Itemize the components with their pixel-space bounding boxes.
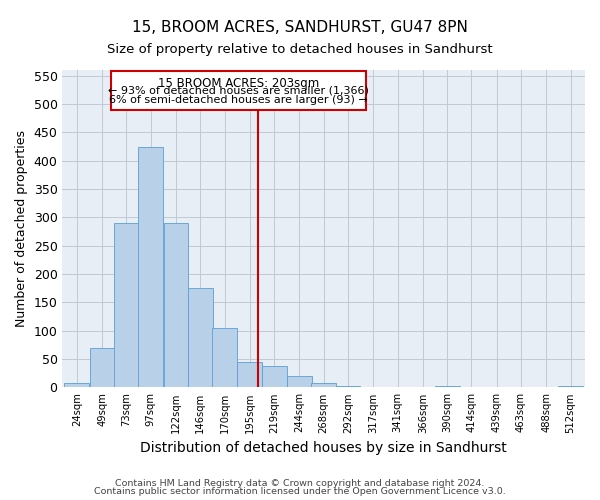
Text: 15 BROOM ACRES: 203sqm: 15 BROOM ACRES: 203sqm xyxy=(158,77,319,90)
Bar xyxy=(361,387,386,388)
Bar xyxy=(90,348,115,388)
Text: Contains HM Land Registry data © Crown copyright and database right 2024.: Contains HM Land Registry data © Crown c… xyxy=(115,478,485,488)
Bar xyxy=(558,386,583,388)
Bar xyxy=(64,383,89,388)
Bar xyxy=(311,384,336,388)
Text: 6% of semi-detached houses are larger (93) →: 6% of semi-detached houses are larger (9… xyxy=(109,95,368,105)
FancyBboxPatch shape xyxy=(111,71,366,110)
Text: 15, BROOM ACRES, SANDHURST, GU47 8PN: 15, BROOM ACRES, SANDHURST, GU47 8PN xyxy=(132,20,468,35)
Bar xyxy=(435,386,460,388)
Bar xyxy=(238,362,262,388)
Y-axis label: Number of detached properties: Number of detached properties xyxy=(15,130,28,327)
Bar xyxy=(335,386,361,388)
Bar xyxy=(287,376,312,388)
Bar xyxy=(262,366,287,388)
X-axis label: Distribution of detached houses by size in Sandhurst: Distribution of detached houses by size … xyxy=(140,441,507,455)
Text: ← 93% of detached houses are smaller (1,366): ← 93% of detached houses are smaller (1,… xyxy=(108,86,369,96)
Bar xyxy=(188,288,212,388)
Text: Size of property relative to detached houses in Sandhurst: Size of property relative to detached ho… xyxy=(107,42,493,56)
Text: Contains public sector information licensed under the Open Government Licence v3: Contains public sector information licen… xyxy=(94,487,506,496)
Bar xyxy=(164,223,188,388)
Bar xyxy=(139,146,163,388)
Bar xyxy=(212,328,237,388)
Bar xyxy=(114,223,139,388)
